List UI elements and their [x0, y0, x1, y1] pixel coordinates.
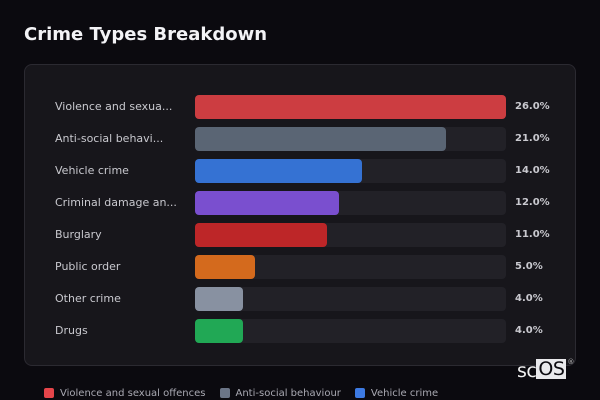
bar-track: [195, 287, 506, 311]
bar-track: [195, 319, 506, 343]
bar-fill[interactable]: [195, 223, 327, 247]
bar-track: [195, 223, 506, 247]
scos-logo: sc OS ®: [517, 358, 574, 382]
bar-track: [195, 95, 506, 119]
bar-fill[interactable]: [195, 287, 243, 311]
logo-sc-text: sc: [517, 360, 537, 382]
legend-item[interactable]: Vehicle crime: [354, 387, 439, 399]
legend-label: Violence and sexual offences: [60, 387, 206, 399]
bar-label: Burglary: [55, 228, 102, 241]
bar-row: Drugs 4.0%: [25, 319, 575, 343]
bar-value: 14.0%: [515, 165, 550, 176]
bar-fill[interactable]: [195, 95, 506, 119]
chart-legend: Violence and sexual offences Anti-social …: [44, 386, 452, 400]
bar-fill[interactable]: [195, 255, 255, 279]
bar-value: 12.0%: [515, 197, 550, 208]
bar-value: 21.0%: [515, 133, 550, 144]
bar-row: Other crime 4.0%: [25, 287, 575, 311]
bar-label: Criminal damage an...: [55, 196, 177, 209]
bar-row: Criminal damage an... 12.0%: [25, 191, 575, 215]
legend-label: Vehicle crime: [370, 387, 439, 399]
registered-mark-icon: ®: [567, 358, 574, 366]
bar-track: [195, 127, 506, 151]
bar-row: Burglary 11.0%: [25, 223, 575, 247]
legend-swatch-icon: [354, 388, 365, 398]
bar-row: Public order 5.0%: [25, 255, 575, 279]
chart-card: Violence and sexua... 26.0% Anti-social be…: [24, 64, 576, 366]
bar-track: [195, 159, 506, 183]
bar-track: [195, 255, 506, 279]
legend-item[interactable]: Anti-social behaviour: [219, 387, 341, 399]
bar-value: 4.0%: [515, 293, 543, 304]
bar-label: Drugs: [55, 324, 88, 337]
legend-item[interactable]: Violence and sexual offences: [44, 388, 206, 399]
bar-track: [195, 191, 506, 215]
bar-label: Public order: [55, 260, 121, 273]
legend-swatch-icon: [44, 388, 54, 398]
bar-value: 11.0%: [515, 229, 550, 240]
bar-fill[interactable]: [195, 159, 362, 183]
bar-value: 5.0%: [515, 261, 543, 272]
bar-label: Violence and sexua...: [55, 100, 173, 113]
bar-label: Vehicle crime: [55, 164, 129, 177]
logo-os-text: OS: [536, 358, 567, 380]
bar-row: Violence and sexua... 26.0%: [25, 95, 575, 119]
bar-fill[interactable]: [195, 319, 243, 343]
legend-swatch-icon: [219, 388, 230, 398]
bar-label: Anti-social behavi...: [55, 132, 164, 145]
bar-row: Vehicle crime 14.0%: [25, 159, 575, 183]
legend-label: Anti-social behaviour: [235, 387, 341, 399]
bar-fill[interactable]: [195, 127, 446, 151]
chart-title: Crime Types Breakdown: [24, 24, 268, 45]
bar-row: Anti-social behavi... 21.0%: [25, 127, 575, 151]
bar-value: 26.0%: [515, 101, 550, 112]
bar-label: Other crime: [55, 292, 121, 305]
bar-fill[interactable]: [195, 191, 339, 215]
bar-value: 4.0%: [515, 325, 543, 336]
